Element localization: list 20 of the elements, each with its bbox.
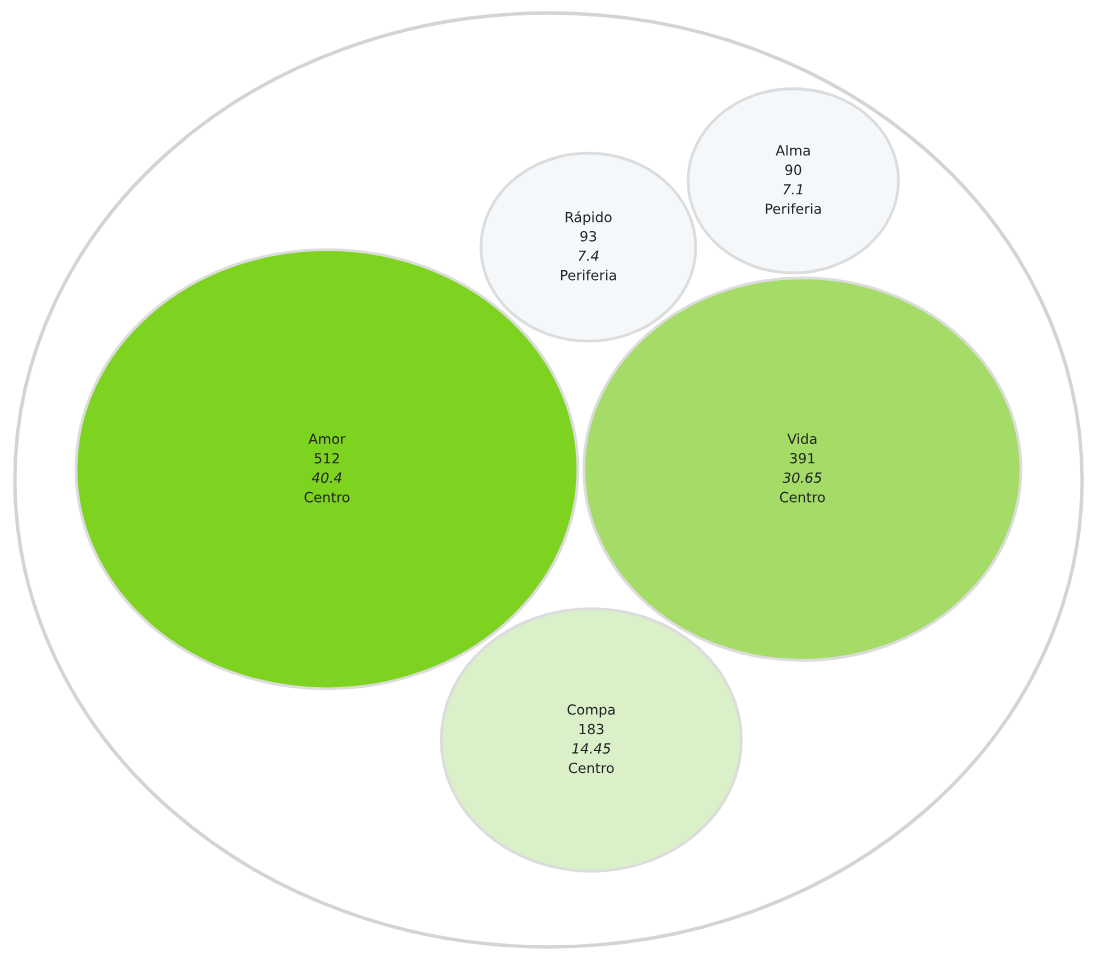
text: Centro xyxy=(779,491,825,503)
data-label: 183 xyxy=(579,723,604,735)
data-label: 30.65 xyxy=(782,472,822,483)
text: Centro xyxy=(304,491,350,503)
category-label: Rápido xyxy=(565,211,612,226)
text: Periferia xyxy=(560,269,616,281)
data-label: 90 xyxy=(785,164,802,176)
category-label: Amor xyxy=(308,433,346,445)
data-label: 93 xyxy=(580,231,597,242)
data-label: 391 xyxy=(790,452,815,464)
category-label: Compa xyxy=(567,704,615,718)
category-label: Vida xyxy=(787,433,817,445)
data-label: 512 xyxy=(314,452,339,464)
data-label: 14.45 xyxy=(572,743,611,754)
data-label: 40.4 xyxy=(311,472,342,483)
text: Periferia xyxy=(765,203,821,214)
category-label: Alma xyxy=(775,144,810,156)
text: Centro xyxy=(568,762,614,774)
data-label: 7.4 xyxy=(578,250,599,261)
data-label: 7.1 xyxy=(783,184,803,195)
